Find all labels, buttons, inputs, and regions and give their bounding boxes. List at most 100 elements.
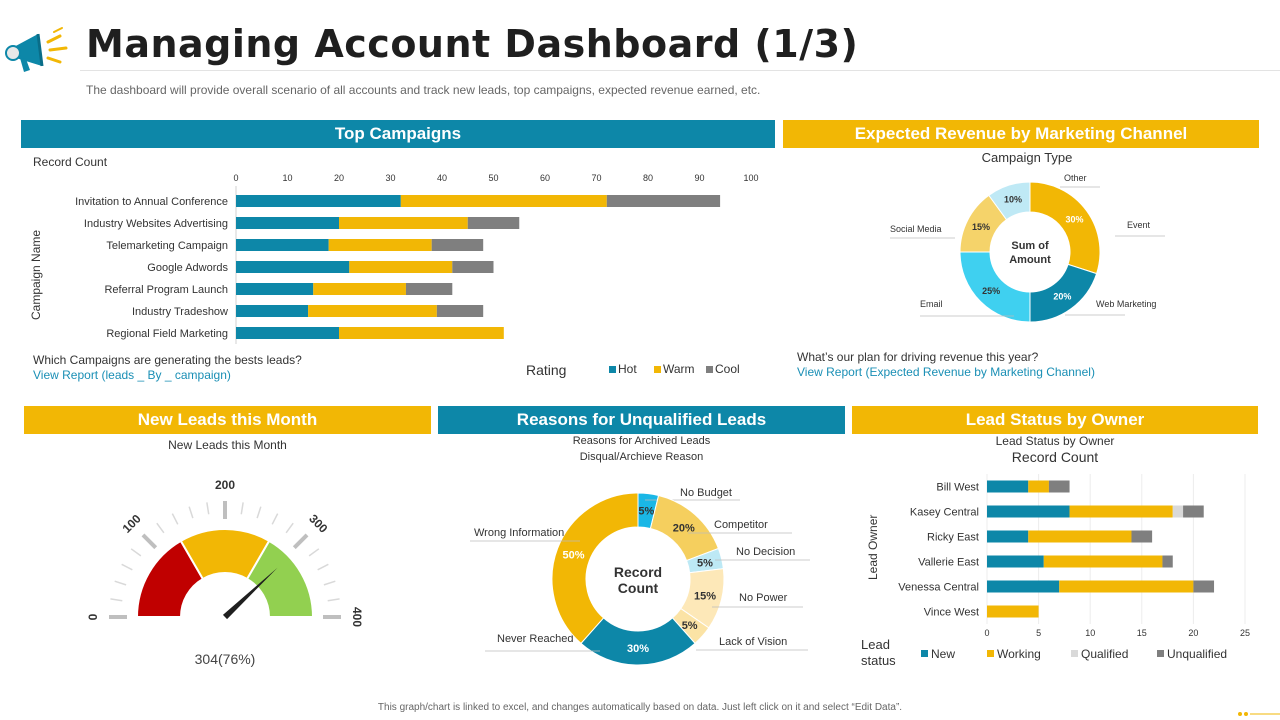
x-tick-label-20: 20 — [1188, 628, 1198, 638]
slice-value-email: 25% — [982, 286, 1000, 296]
new-leads-value: 304(76%) — [194, 651, 256, 667]
unqualified-header: Reasons for Unqualified Leads — [438, 406, 845, 434]
slice-value-no-decision: 5% — [697, 557, 713, 569]
x-tick-label-15: 15 — [1137, 628, 1147, 638]
lead-status-legend: New Working Qualified Unqualified — [921, 647, 1227, 661]
x-tick-label-60: 60 — [540, 173, 550, 183]
revenue-question: What’s our plan for driving revenue this… — [797, 350, 1039, 364]
bar-hot-industry-websites-advertising — [236, 217, 339, 229]
lead-status-title2: Record Count — [1011, 449, 1099, 465]
x-tick-label-10: 10 — [282, 173, 292, 183]
x-tick-label-90: 90 — [694, 173, 704, 183]
gauge-tick-label-100: 100 — [120, 511, 144, 535]
gauge-tick-80 — [130, 548, 142, 557]
donut-center-line2: Count — [618, 580, 659, 596]
category-label-regional-field-marketing: Regional Field Marketing — [106, 328, 228, 340]
top-campaigns-chart[interactable]: 0 10 20 30 40 50 60 70 80 90 100 Invitation to Annu… — [21, 168, 775, 348]
x-tick-label-0: 0 — [984, 628, 989, 638]
megaphone-icon — [5, 27, 68, 72]
bar-warm-telemarketing-campaign — [328, 239, 432, 251]
gauge-tick-280 — [285, 522, 294, 534]
legend-swatch-cool — [706, 366, 713, 373]
owner-label-vallerie-east: Vallerie East — [918, 557, 979, 569]
new-leads-gauge[interactable]: 0 100 200 300 400 — [80, 465, 380, 635]
gauge-tick-40 — [114, 580, 127, 586]
gauge-tick-320 — [308, 548, 320, 557]
bar-cool-referral-program-launch — [405, 283, 453, 295]
legend-label-hot: Hot — [618, 362, 637, 376]
lead-status-title1: Lead Status by Owner — [995, 434, 1115, 448]
unqualified-chart[interactable]: 5% No Budget 20% Competitor 5% No Decision 15%… — [440, 468, 845, 673]
gauge-tick-160 — [188, 506, 194, 519]
bar-warm-industry-websites-advertising — [339, 217, 468, 229]
owner-label-kasey-central: Kasey Central — [910, 507, 979, 519]
category-label-industry-websites-advertising: Industry Websites Advertising — [84, 218, 228, 230]
bar-unqualified-ricky-east — [1131, 530, 1153, 543]
campaign-legend: Hot Warm Cool — [609, 362, 740, 376]
new-leads-header: New Leads this Month — [24, 406, 431, 434]
bar-qualified-kasey-central — [1172, 505, 1184, 518]
lead-status-chart[interactable]: 0 5 10 15 20 25 Bill West Kasey Central Ricky Ea… — [852, 472, 1258, 642]
legend-swatch-qualified — [1071, 650, 1078, 657]
bar-hot-referral-program-launch — [236, 283, 314, 295]
bar-new-bill-west — [987, 480, 1029, 493]
slice-label-no-decision: No Decision — [736, 546, 795, 558]
gauge-tick-label-200: 200 — [215, 478, 235, 492]
bar-warm-referral-program-launch — [313, 283, 406, 295]
gauge-tick-180 — [206, 502, 210, 515]
bar-warm-regional-field-marketing — [339, 327, 504, 339]
bar-hot-industry-tradeshow — [236, 305, 309, 317]
bar-hot-google-adwords — [236, 261, 350, 273]
slice-label-competitor: Competitor — [714, 519, 768, 531]
slice-value-wrong-information: 50% — [562, 550, 584, 562]
slice-value-event: 30% — [1065, 215, 1083, 225]
gauge-tick-100 — [141, 533, 158, 550]
slice-label-web-marketing: Web Marketing — [1096, 299, 1156, 309]
x-tick-label-5: 5 — [1036, 628, 1041, 638]
slice-value-other: 10% — [1004, 195, 1022, 205]
slice-label-no-budget: No Budget — [680, 487, 732, 499]
gauge-tick-140 — [171, 513, 179, 525]
page-subtitle: The dashboard will provide overall scena… — [86, 83, 761, 97]
slice-value-social-media: 15% — [972, 222, 990, 232]
gauge-tick-label-300: 300 — [306, 512, 330, 536]
slice-label-other: Other — [1064, 173, 1087, 183]
gauge-needle — [222, 567, 278, 620]
gauge-tick-360 — [323, 580, 336, 586]
owner-label-ricky-east: Ricky East — [927, 532, 979, 544]
slice-value-lack-of-vision: 5% — [682, 620, 698, 632]
bar-cool-google-adwords — [452, 261, 494, 273]
bar-hot-telemarketing-campaign — [236, 239, 329, 251]
gauge-tick-340 — [317, 563, 329, 571]
category-label-telemarketing-campaign: Telemarketing Campaign — [106, 240, 228, 252]
category-label-referral-program-launch: Referral Program Launch — [104, 284, 228, 296]
unqualified-title2: Disqual/Archieve Reason — [579, 451, 704, 463]
gauge-tick-240 — [256, 506, 262, 519]
slice-label-email: Email — [920, 299, 943, 309]
bar-working-kasey-central — [1069, 505, 1173, 518]
rating-legend-title: Rating — [526, 362, 567, 378]
donut-center-line2: Amount — [1009, 254, 1051, 266]
slice-label-social-media: Social Media — [890, 224, 942, 234]
top-campaigns-header: Top Campaigns — [21, 120, 775, 148]
category-label-invitation-to-annual-conference: Invitation to Annual Conference — [75, 196, 228, 208]
bar-hot-regional-field-marketing — [236, 327, 339, 339]
bar-unqualified-bill-west — [1048, 480, 1070, 493]
unqualified-title1: Reasons for Archived Leads — [572, 435, 711, 447]
x-tick-label-0: 0 — [233, 173, 238, 183]
bar-hot-invitation-to-annual-conference — [236, 195, 401, 207]
slice-value-no-power: 15% — [694, 591, 716, 603]
revenue-report-link[interactable]: View Report (Expected Revenue by Marketi… — [797, 365, 1095, 379]
bar-warm-invitation-to-annual-conference — [400, 195, 607, 207]
campaigns-report-link[interactable]: View Report (leads _ By _ campaign) — [33, 368, 231, 382]
expected-revenue-chart[interactable]: 30% Event 20% Web Marketing 25% Email 15% Socia… — [880, 168, 1180, 328]
legend-label-unqualified: Unqualified — [1167, 647, 1227, 661]
gauge-tick-label-400: 400 — [350, 607, 364, 627]
x-tick-label-25: 25 — [1240, 628, 1250, 638]
donut-center-line1: Record — [614, 564, 662, 580]
legend-swatch-unqualified — [1157, 650, 1164, 657]
legend-label-new: New — [931, 647, 955, 661]
slice-label-no-power: No Power — [739, 592, 788, 604]
bar-working-vallerie-east — [1043, 555, 1163, 568]
bar-cool-industry-tradeshow — [436, 305, 484, 317]
